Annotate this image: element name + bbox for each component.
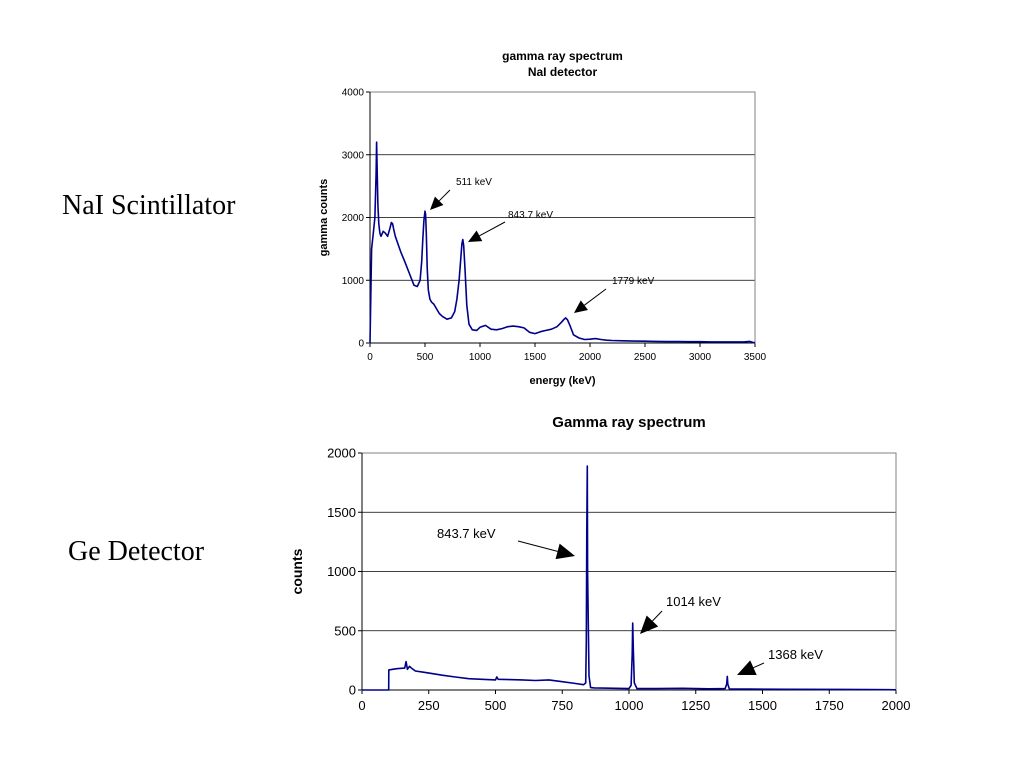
chart1-series-line — [369, 141, 756, 344]
chart1-y-tick-label: 2000 — [342, 213, 365, 224]
chart2-annotation-leader — [652, 610, 663, 622]
chart2-annotation-label: 1014 keV — [666, 594, 721, 609]
chart1-x-tick-label: 2000 — [579, 352, 602, 363]
chart2-series-line — [362, 465, 897, 691]
chart1-annotation-arrow — [430, 196, 444, 210]
chart1-annotation-label: 843.7 keV — [508, 210, 553, 221]
chart1-x-tick-label: 500 — [417, 352, 434, 363]
chart1-annotation-label: 511 keV — [456, 177, 492, 188]
chart1-x-tick-label: 3500 — [744, 352, 767, 363]
chart2-annotation-arrow — [640, 615, 659, 634]
chart2-x-tick-label: 500 — [485, 698, 507, 713]
chart2-annotation-arrow — [555, 543, 575, 560]
chart2-x-tick-label: 250 — [418, 698, 440, 713]
chart1-annotation-leader — [584, 288, 607, 306]
chart1-subtitle: NaI detector — [528, 65, 598, 79]
chart2-x-tick-label: 1000 — [615, 698, 644, 713]
chart2-title: Gamma ray spectrum — [552, 414, 705, 431]
chart1-y-tick-label: 1000 — [342, 276, 365, 287]
chart1-annotation-label: 1779 keV — [612, 276, 655, 287]
chart1-x-axis-label: energy (keV) — [529, 375, 595, 387]
chart1-annotation-arrow — [574, 300, 588, 313]
chart2-x-tick-label: 1500 — [748, 698, 777, 713]
chart1-x-tick-label: 1000 — [469, 352, 492, 363]
chart2-annotation-label: 843.7 keV — [437, 526, 496, 541]
chart1-y-tick-label: 3000 — [342, 150, 365, 161]
chart2-annotation-arrow — [737, 660, 757, 675]
chart2-x-tick-label: 1250 — [681, 698, 710, 713]
chart2-x-tick-label: 750 — [551, 698, 573, 713]
nai-scintillator-label: NaI Scintillator — [62, 190, 236, 221]
chart1-annotation-arrow — [468, 230, 483, 242]
ge-detector-label: Ge Detector — [68, 536, 205, 567]
chart2-y-tick-label: 0 — [349, 683, 356, 698]
chart2-y-tick-label: 1500 — [327, 505, 356, 520]
chart1-x-tick-label: 2500 — [634, 352, 657, 363]
chart2-y-tick-label: 2000 — [327, 446, 356, 461]
chart2-annotation-label: 1368 keV — [768, 647, 823, 662]
chart2-annotation-leader — [753, 662, 765, 669]
chart1-x-tick-label: 0 — [367, 352, 373, 363]
chart1-x-tick-label: 3000 — [689, 352, 712, 363]
chart2-x-tick-label: 0 — [358, 698, 365, 713]
chart1-x-tick-label: 1500 — [524, 352, 547, 363]
chart1-title: gamma ray spectrum — [502, 49, 623, 63]
chart2-y-axis-label: counts — [289, 548, 305, 594]
chart2-x-tick-label: 2000 — [882, 698, 911, 713]
chart2-y-tick-label: 500 — [334, 623, 356, 638]
chart1-y-tick-label: 4000 — [342, 88, 365, 99]
chart2-annotation-leader — [517, 540, 558, 552]
chart2-x-tick-label: 1750 — [815, 698, 844, 713]
chart1-annotation-leader — [438, 189, 451, 202]
chart1-y-tick-label: 0 — [358, 339, 364, 350]
chart1-annotation-leader — [479, 221, 506, 237]
chart1-y-axis-label: gamma counts — [318, 179, 330, 257]
chart2-y-tick-label: 1000 — [327, 564, 356, 579]
